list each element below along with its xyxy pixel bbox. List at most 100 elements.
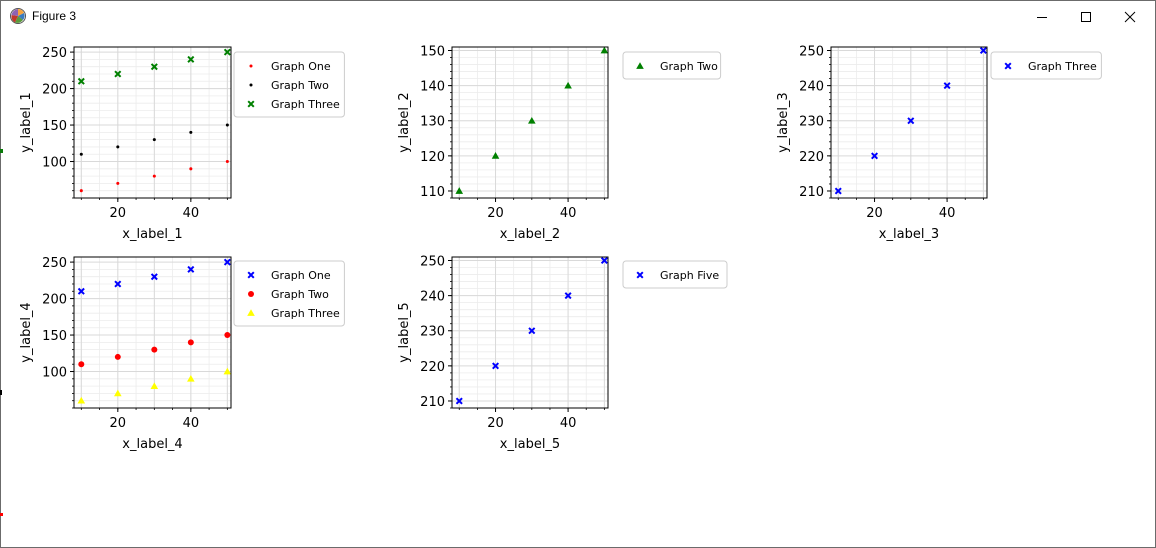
subplot-1[interactable]: 20 40 100 150 200 250 x_label_1 y_label_1 Graph … [19, 46, 345, 242]
data-point [225, 123, 229, 127]
y-tick-label: 220 [420, 360, 445, 375]
edge-artifact [0, 149, 3, 153]
data-point [943, 82, 951, 90]
edge-artifact [0, 513, 3, 516]
y-tick-label: 250 [42, 256, 67, 271]
data-point [600, 257, 608, 265]
data-point [150, 273, 158, 281]
legend-marker [636, 62, 644, 69]
y-tick-label: 150 [42, 119, 67, 134]
axes-frame [830, 46, 988, 199]
x-axis-label: x_label_3 [879, 227, 939, 242]
figure-canvas[interactable]: 20 40 100 150 200 250 x_label_1 y_label_1 Graph … [1, 32, 1155, 547]
data-point [871, 152, 879, 160]
y-tick-label: 110 [420, 185, 445, 200]
legend-box [990, 51, 1102, 80]
data-point [455, 397, 463, 405]
data-point [225, 160, 229, 164]
axes-frame [451, 46, 609, 199]
data-point [114, 353, 121, 360]
data-point [187, 375, 195, 382]
data-point [77, 287, 85, 295]
subplot-4[interactable]: 20 40 100 150 200 250 x_label_4 y_label_4 Graph … [19, 256, 345, 452]
title-bar[interactable]: Figure 3 [1, 1, 1155, 32]
axes-frame [73, 46, 232, 199]
legend-label: Graph Three [271, 307, 340, 320]
y-tick-label: 200 [42, 293, 67, 308]
data-point [77, 396, 86, 404]
legend-box [622, 51, 722, 80]
data-point [151, 346, 158, 353]
subplot-2[interactable]: 20 40 110 120 130 140 150 x_label_2 y_label_2 Gra… [397, 45, 722, 242]
y-tick-label: 100 [42, 366, 67, 381]
window-title: Figure 3 [32, 9, 77, 23]
subplot-5[interactable]: 20 40 210 220 230 240 250 x_label_5 y_label_5 Gra… [397, 255, 728, 452]
data-point [150, 63, 158, 71]
x-tick-label: 20 [110, 416, 127, 431]
x-tick-label: 40 [560, 206, 577, 221]
x-tick-label: 40 [560, 416, 577, 431]
y-tick-label: 210 [420, 395, 445, 410]
data-point [114, 70, 122, 78]
y-tick-label: 240 [420, 290, 445, 305]
legend-marker [249, 83, 253, 87]
maximize-button[interactable] [1063, 1, 1109, 32]
y-tick-label: 120 [420, 150, 445, 165]
y-tick-label: 200 [42, 83, 67, 98]
y-tick-label: 150 [42, 329, 67, 344]
y-tick-label: 250 [42, 46, 67, 61]
legend: Graph Two [622, 51, 722, 80]
data-point [907, 117, 915, 125]
legend-label: Graph Three [1028, 60, 1097, 73]
data-point [492, 362, 500, 370]
legend-marker [247, 271, 255, 279]
axes-frame [73, 256, 232, 409]
legend-marker [249, 64, 253, 68]
data-point [223, 48, 231, 56]
data-point [150, 382, 159, 389]
y-tick-label: 250 [420, 255, 445, 270]
subplot-3[interactable]: 20 40 210 220 230 240 250 x_label_3 y_label_3 Gra… [776, 45, 1102, 242]
matplotlib-icon [10, 8, 26, 24]
data-point [224, 332, 231, 339]
legend: Graph One Graph Two Graph Three [233, 260, 345, 327]
y-tick-label: 240 [799, 80, 824, 95]
data-point [189, 167, 193, 171]
data-point [528, 327, 536, 335]
y-tick-label: 230 [799, 115, 824, 130]
axes-frame [451, 256, 609, 409]
legend-marker [1004, 62, 1012, 70]
data-point [116, 181, 120, 185]
x-tick-label: 40 [183, 206, 200, 221]
y-tick-label: 100 [42, 156, 67, 171]
y-axis-label: y_label_5 [397, 302, 412, 362]
data-point [600, 46, 609, 54]
y-axis-label: y_label_3 [776, 92, 791, 152]
legend-box [622, 260, 728, 289]
x-tick-label: 20 [487, 416, 504, 431]
plot-background [74, 47, 231, 198]
y-tick-label: 220 [799, 150, 824, 165]
legend: Graph Five [622, 260, 728, 289]
legend-label: Graph One [271, 269, 331, 282]
data-point [564, 81, 572, 89]
data-point [189, 130, 193, 134]
data-point [979, 47, 987, 55]
y-tick-label: 150 [420, 45, 445, 60]
legend-marker [247, 100, 255, 108]
legend-label: Graph Two [271, 288, 329, 301]
close-icon [1124, 11, 1136, 22]
data-point [78, 361, 85, 368]
legend: Graph Three [990, 51, 1102, 80]
data-point [187, 339, 194, 346]
data-point [79, 152, 83, 156]
data-point [114, 280, 122, 288]
data-point [114, 389, 122, 397]
data-point [528, 116, 536, 124]
data-point [152, 138, 156, 142]
edge-artifact [0, 390, 2, 395]
minimize-button[interactable] [1019, 1, 1065, 32]
close-button[interactable] [1107, 1, 1153, 32]
maximize-icon [1081, 11, 1091, 22]
